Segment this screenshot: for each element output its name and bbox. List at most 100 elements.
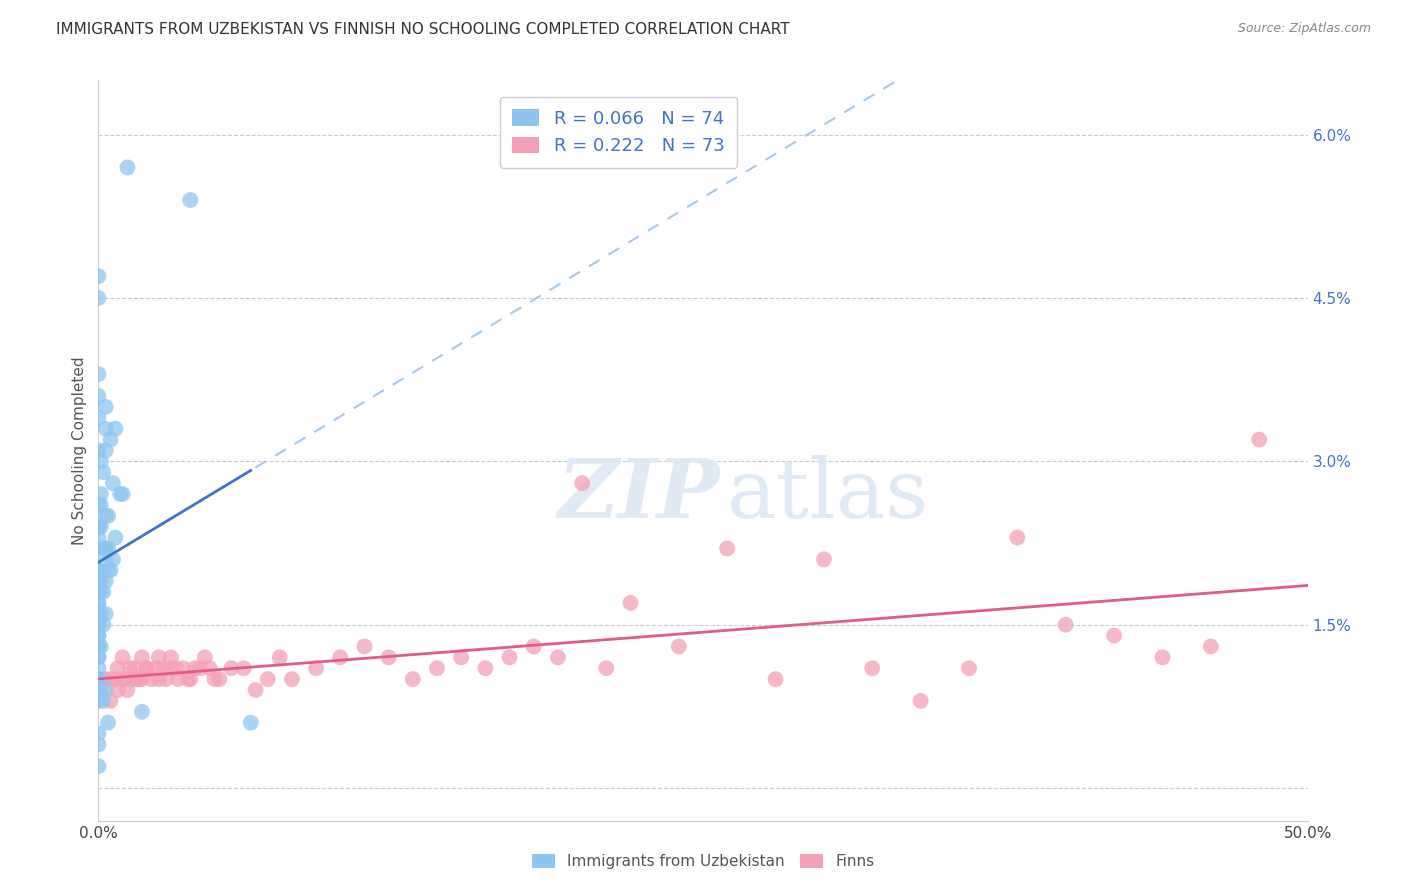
Text: IMMIGRANTS FROM UZBEKISTAN VS FINNISH NO SCHOOLING COMPLETED CORRELATION CHART: IMMIGRANTS FROM UZBEKISTAN VS FINNISH NO… [56, 22, 790, 37]
Point [90, 607, 112, 621]
Point [1102, 628, 1125, 642]
Point [87, 650, 110, 665]
Point [87, 738, 110, 752]
Point [87, 519, 110, 533]
Point [111, 650, 134, 665]
Point [100, 694, 122, 708]
Point [155, 672, 177, 686]
Point [104, 672, 127, 686]
Point [104, 531, 127, 545]
Point [124, 672, 146, 686]
Point [91, 465, 114, 479]
Point [1007, 531, 1029, 545]
Point [152, 661, 174, 675]
Point [87, 389, 110, 403]
Text: ZIP: ZIP [558, 455, 720, 535]
Point [94, 422, 117, 436]
Point [100, 433, 122, 447]
Point [87, 574, 110, 588]
Point [131, 672, 153, 686]
Text: Source: ZipAtlas.com: Source: ZipAtlas.com [1237, 22, 1371, 36]
Point [90, 574, 112, 588]
Point [87, 574, 110, 588]
Point [87, 585, 110, 599]
Point [87, 759, 110, 773]
Point [107, 661, 129, 675]
Point [97, 541, 120, 556]
Point [1054, 617, 1077, 632]
Point [87, 672, 110, 686]
Point [353, 640, 375, 654]
Point [87, 694, 110, 708]
Point [957, 661, 980, 675]
Point [94, 683, 117, 698]
Point [100, 672, 122, 686]
Point [813, 552, 835, 566]
Point [87, 498, 110, 512]
Point [94, 508, 117, 523]
Point [177, 672, 200, 686]
Point [1249, 433, 1271, 447]
Point [179, 193, 201, 207]
Point [179, 672, 201, 686]
Point [117, 683, 139, 698]
Point [94, 541, 117, 556]
Point [117, 672, 139, 686]
Point [101, 476, 124, 491]
Y-axis label: No Schooling Completed: No Schooling Completed [72, 356, 87, 545]
Point [450, 650, 472, 665]
Point [160, 650, 183, 665]
Point [135, 661, 157, 675]
Point [108, 487, 131, 501]
Point [91, 585, 114, 599]
Point [198, 661, 221, 675]
Point [402, 672, 425, 686]
Point [668, 640, 690, 654]
Point [239, 715, 262, 730]
Point [97, 508, 120, 523]
Point [127, 672, 149, 686]
Point [1199, 640, 1222, 654]
Point [716, 541, 738, 556]
Point [87, 563, 110, 577]
Point [87, 640, 110, 654]
Point [87, 443, 110, 458]
Legend: Immigrants from Uzbekistan, Finns: Immigrants from Uzbekistan, Finns [526, 848, 880, 875]
Point [474, 661, 496, 675]
Point [194, 650, 217, 665]
Point [188, 661, 211, 675]
Point [87, 672, 110, 686]
Point [97, 563, 120, 577]
Point [90, 454, 112, 468]
Point [305, 661, 328, 675]
Point [281, 672, 304, 686]
Point [94, 672, 117, 686]
Point [145, 661, 167, 675]
Point [141, 672, 163, 686]
Point [910, 694, 932, 708]
Point [87, 628, 110, 642]
Point [426, 661, 449, 675]
Point [124, 661, 146, 675]
Point [94, 443, 117, 458]
Point [245, 683, 267, 698]
Point [765, 672, 787, 686]
Point [87, 607, 110, 621]
Point [148, 650, 170, 665]
Point [90, 519, 112, 533]
Point [107, 683, 129, 698]
Point [87, 628, 110, 642]
Point [94, 607, 117, 621]
Point [87, 661, 110, 675]
Point [111, 487, 134, 501]
Point [87, 269, 110, 284]
Point [523, 640, 546, 654]
Point [256, 672, 278, 686]
Point [208, 672, 231, 686]
Point [101, 552, 124, 566]
Point [498, 650, 520, 665]
Point [131, 650, 153, 665]
Point [1152, 650, 1174, 665]
Point [91, 672, 114, 686]
Point [111, 672, 134, 686]
